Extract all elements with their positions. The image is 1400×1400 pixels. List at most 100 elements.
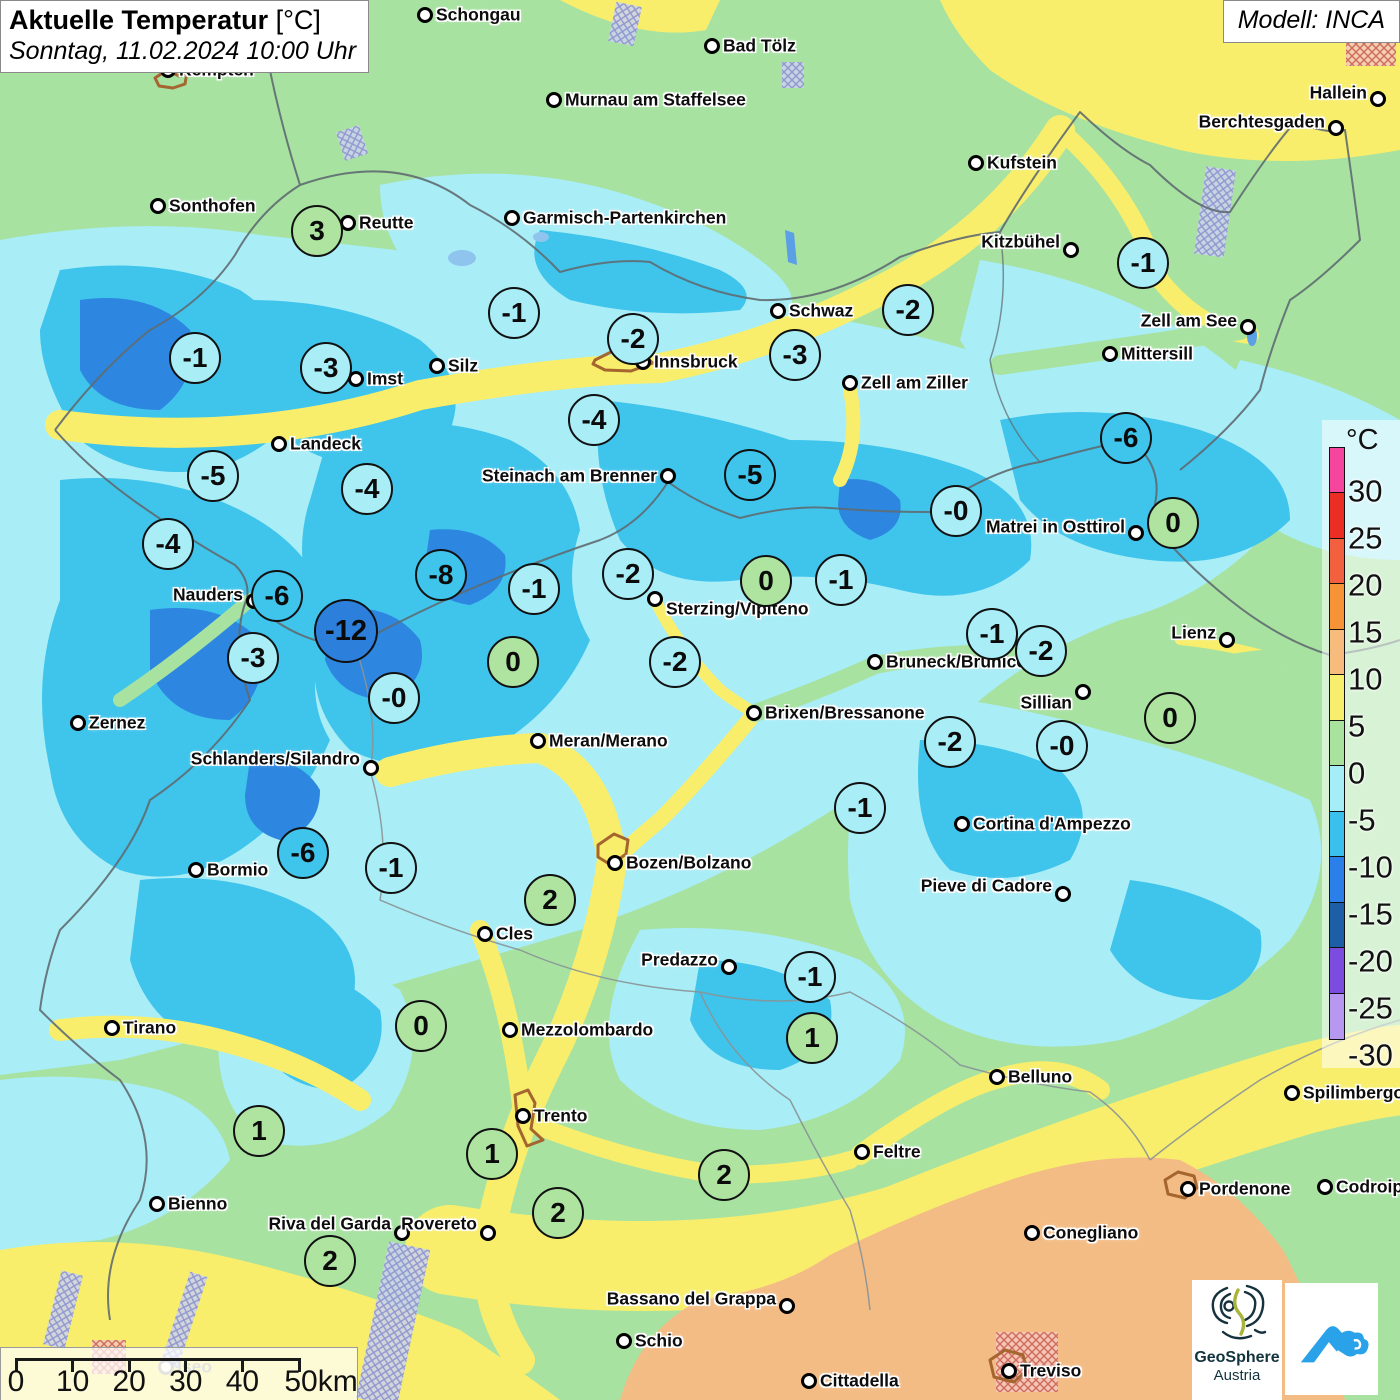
geosphere-logo: GeoSphere Austria — [1192, 1280, 1282, 1400]
temp-value-badge: -6 — [251, 570, 303, 622]
city-label-spilimbergo: Spilimbergo — [1303, 1082, 1400, 1103]
city-label-nauders: Nauders — [172, 584, 243, 605]
city-dot-bad-t-lz — [704, 38, 720, 54]
city-label-steinach-am-brenner: Steinach am Brenner — [481, 465, 657, 486]
city-dot-pordenone — [1180, 1181, 1196, 1197]
city-dot-garmisch-partenkirchen — [504, 210, 520, 226]
city-label-imst: Imst — [367, 368, 403, 389]
city-dot-rovereto — [480, 1225, 496, 1241]
temp-value-badge: -12 — [314, 599, 378, 663]
city-label-bassano-del-grappa: Bassano del Grappa — [606, 1288, 776, 1309]
city-dot-schongau — [417, 7, 433, 23]
scalebar-tick — [127, 1358, 131, 1372]
temp-value-badge: 2 — [304, 1235, 356, 1287]
scalebar-label: 40 — [225, 1365, 260, 1398]
city-label-sterzing-vipiteno: Sterzing/Vipiteno — [666, 598, 809, 619]
city-label-mezzolombardo: Mezzolombardo — [521, 1019, 654, 1040]
city-label-zell-am-see: Zell am See — [1140, 310, 1237, 331]
legend-tick-label: 25 — [1348, 520, 1383, 556]
temp-value-badge: 1 — [786, 1012, 838, 1064]
temp-value-badge: 1 — [233, 1105, 285, 1157]
city-dot-predazzo — [721, 959, 737, 975]
city-dot-schlanders-silandro — [363, 760, 379, 776]
legend-segment — [1329, 765, 1345, 812]
legend-colorbar — [1329, 446, 1345, 1040]
city-dot-codroipo — [1317, 1179, 1333, 1195]
temp-value-badge: -2 — [1015, 625, 1067, 677]
geosphere-contour-icon — [1211, 1284, 1267, 1340]
city-dot-cittadella — [801, 1373, 817, 1389]
scalebar-line — [16, 1358, 299, 1361]
temp-value-badge: -1 — [508, 563, 560, 615]
temp-value-badge: -0 — [930, 485, 982, 537]
temp-value-badge: 3 — [291, 205, 343, 257]
temp-value-badge: -3 — [769, 329, 821, 381]
city-dot-kitzb-hel — [1063, 242, 1079, 258]
city-dot-berchtesgaden — [1328, 120, 1344, 136]
city-dot-bozen-bolzano — [607, 855, 623, 871]
city-label-zell-am-ziller: Zell am Ziller — [861, 372, 968, 393]
temp-value-badge: -2 — [924, 716, 976, 768]
legend-segment — [1329, 537, 1345, 585]
temp-value-badge: -1 — [834, 782, 886, 834]
city-label-kufstein: Kufstein — [987, 152, 1057, 173]
city-label-treviso: Treviso — [1020, 1360, 1082, 1381]
city-dot-mittersill — [1102, 346, 1118, 362]
city-label-schio: Schio — [635, 1330, 683, 1351]
city-dot-hallein — [1370, 91, 1386, 107]
city-label-schongau: Schongau — [436, 4, 521, 25]
city-dot-sonthofen — [150, 198, 166, 214]
legend-tick-label: -10 — [1348, 849, 1393, 885]
temp-value-badge: 0 — [395, 1000, 447, 1052]
temp-value-badge: 0 — [487, 636, 539, 688]
scalebar-label: 10 — [55, 1365, 90, 1398]
city-label-zernez: Zernez — [89, 712, 146, 733]
city-dot-meran-merano — [530, 733, 546, 749]
legend-tick-label: 5 — [1348, 708, 1366, 744]
temp-value-badge: -4 — [568, 394, 620, 446]
scalebar-label: 30 — [169, 1365, 203, 1398]
scalebar-tick — [14, 1358, 18, 1372]
temp-value-badge: -6 — [1100, 412, 1152, 464]
city-dot-kufstein — [968, 155, 984, 171]
temp-value-badge: 0 — [1147, 497, 1199, 549]
scalebar-tick — [71, 1358, 75, 1372]
legend-segment — [1329, 583, 1345, 630]
city-dot-cles — [477, 926, 493, 942]
scalebar-tick — [297, 1358, 301, 1372]
national-borders — [39, 0, 1400, 1321]
city-dot-trento — [515, 1108, 531, 1124]
temp-value-badge: -1 — [1117, 237, 1169, 289]
city-label-cles: Cles — [496, 923, 533, 944]
temp-value-badge: -3 — [227, 632, 279, 684]
city-dot-bienno — [149, 1196, 165, 1212]
city-dot-zell-am-see — [1240, 319, 1256, 335]
temp-value-badge: -1 — [784, 951, 836, 1003]
temp-value-badge: -5 — [724, 449, 776, 501]
temp-value-badge: -2 — [882, 284, 934, 336]
legend-segment — [1329, 446, 1345, 494]
city-dot-belluno — [989, 1069, 1005, 1085]
city-label-bozen-bolzano: Bozen/Bolzano — [626, 852, 752, 873]
city-label-brixen-bressanone: Brixen/Bressanone — [765, 702, 925, 723]
city-label-matrei-in-osttirol: Matrei in Osttirol — [985, 516, 1125, 537]
partner-logo — [1285, 1283, 1378, 1395]
city-label-cittadella: Cittadella — [820, 1370, 899, 1391]
legend-tick-label: -20 — [1348, 943, 1393, 979]
geosphere-country: Austria — [1213, 1367, 1261, 1385]
geosphere-name: GeoSphere — [1194, 1349, 1280, 1366]
legend-tick-label: 10 — [1348, 661, 1383, 697]
temp-value-badge: -5 — [187, 450, 239, 502]
temp-value-badge: 2 — [532, 1187, 584, 1239]
temp-value-badge: -6 — [277, 827, 329, 879]
city-dot-brixen-bressanone — [746, 705, 762, 721]
legend-segment — [1329, 492, 1345, 539]
city-dot-bassano-del-grappa — [779, 1298, 795, 1314]
city-label-mittersill: Mittersill — [1121, 343, 1193, 364]
city-label-conegliano: Conegliano — [1043, 1222, 1139, 1243]
city-dot-zell-am-ziller — [842, 375, 858, 391]
legend-tick-label: -30 — [1348, 1037, 1393, 1073]
city-label-bienno: Bienno — [168, 1193, 228, 1214]
temp-value-badge: 2 — [524, 874, 576, 926]
